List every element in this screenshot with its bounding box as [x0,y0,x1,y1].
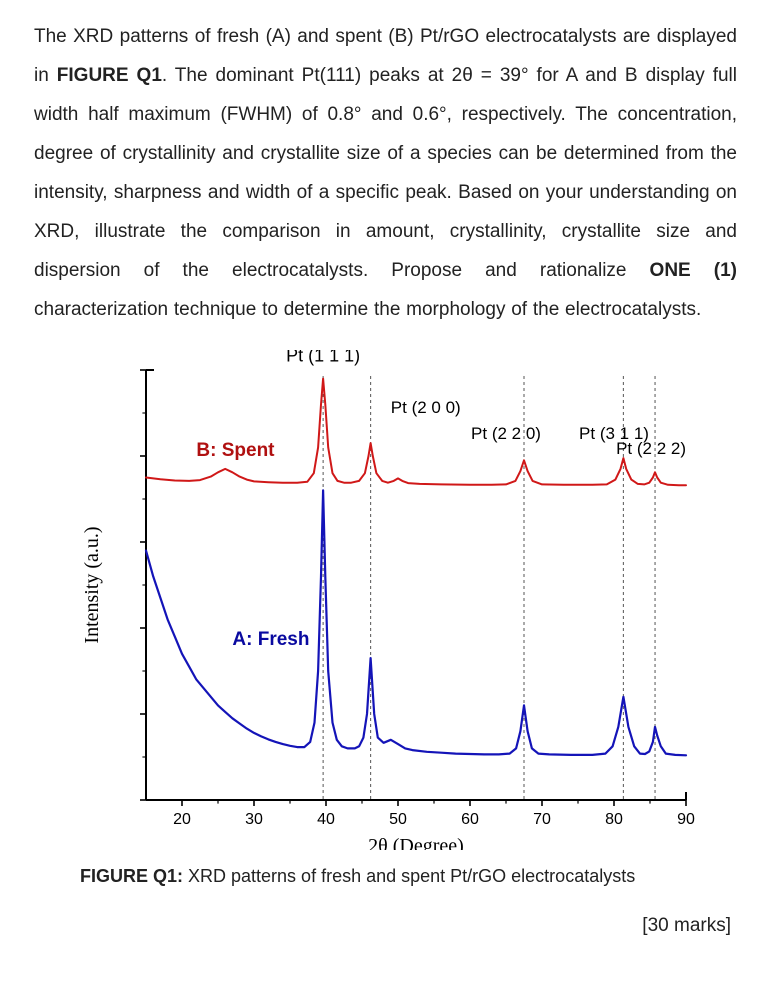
xrd-chart: 20 30 40 50 60 70 80 90 A: Fresh B: Spent Pt (1 1 … [56,350,716,850]
q-emphasis-one: ONE (1) [650,260,737,281]
svg-text:Pt (2 2 0): Pt (2 2 0) [471,423,541,442]
svg-text:60: 60 [461,811,479,828]
figure-caption: FIGURE Q1: XRD patterns of fresh and spe… [34,866,737,887]
svg-text:90: 90 [677,811,695,828]
svg-text:B: Spent: B: Spent [196,440,275,461]
q-figure-ref: FIGURE Q1 [57,65,162,86]
svg-text:70: 70 [533,811,551,828]
caption-text: XRD patterns of fresh and spent Pt/rGO e… [183,866,635,886]
caption-label: FIGURE Q1: [80,866,183,886]
q-text-part-b: . The dominant Pt(111) peaks at 2θ = 39°… [34,65,737,281]
marks-label: [30 marks] [34,915,737,937]
svg-text:A: Fresh: A: Fresh [232,629,309,650]
svg-text:40: 40 [317,811,335,828]
svg-text:Pt (1 1 1): Pt (1 1 1) [286,350,360,365]
svg-text:Pt (2 2 2): Pt (2 2 2) [616,438,686,457]
svg-text:Pt (2 0 0): Pt (2 0 0) [390,398,460,417]
svg-text:30: 30 [245,811,263,828]
q-text-part-c: characterization technique to determine … [34,299,701,320]
svg-text:80: 80 [605,811,623,828]
svg-text:2θ (Degree): 2θ (Degree) [368,835,464,850]
question-paragraph: The XRD patterns of fresh (A) and spent … [34,18,737,330]
svg-text:20: 20 [173,811,191,828]
svg-text:Intensity (a.u.): Intensity (a.u.) [81,526,103,643]
figure-container: 20 30 40 50 60 70 80 90 A: Fresh B: Spent Pt (1 1 … [34,350,737,850]
svg-text:50: 50 [389,811,407,828]
